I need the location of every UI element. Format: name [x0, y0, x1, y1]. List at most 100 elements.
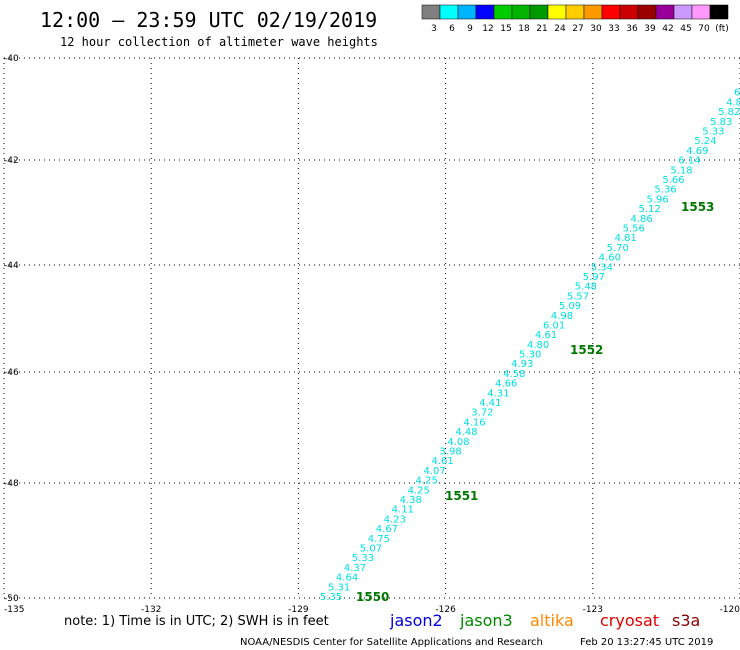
colorbar-label: 70: [698, 24, 710, 34]
swh-value: 4.16: [463, 417, 485, 428]
time-label: 1552: [570, 343, 603, 357]
longitude-label: -129: [288, 605, 309, 615]
colorbar-swatch: [439, 4, 459, 20]
swh-value: 3.98: [439, 447, 461, 458]
swh-value: 4.58: [503, 369, 525, 380]
swh-value: 4.80: [527, 340, 549, 351]
swh-value: 5.70: [607, 243, 629, 254]
swh-value: 4.60: [599, 253, 621, 264]
map-border: [4, 58, 740, 604]
latitude-label: -44: [4, 261, 19, 271]
colorbar-swatch: [511, 4, 531, 20]
colorbar-label: 21: [536, 24, 547, 34]
swh-value: 4.66: [495, 379, 517, 390]
title: 12:00 – 23:59 UTC 02/19/2019: [40, 8, 377, 32]
time-label: 1551: [445, 489, 478, 503]
swh-value: 4.38: [400, 495, 422, 506]
swh-value: 5.36: [654, 185, 676, 196]
swh-value: 5.35: [320, 592, 342, 603]
swh-value: 4.93: [511, 359, 533, 370]
colorbar-swatch: [691, 4, 711, 20]
colorbar-swatch: [565, 4, 585, 20]
colorbar-swatch: [529, 4, 549, 20]
colorbar-label: 18: [518, 24, 530, 34]
swh-value: 5.33: [702, 126, 724, 137]
swh-value: 4.23: [384, 514, 406, 525]
longitude-label: -135: [4, 605, 24, 615]
swh-value: 6.01: [543, 320, 565, 331]
swh-value: 4.07: [424, 466, 446, 477]
colorbar-label: 39: [644, 24, 656, 34]
colorbar-swatch: [475, 4, 495, 20]
colorbar-label: 6: [449, 24, 455, 34]
colorbar-label: (ft): [715, 24, 729, 34]
swh-value: 4.81: [615, 233, 637, 244]
longitude-label: -126: [435, 605, 456, 615]
graticule: [3, 57, 740, 599]
colorbar-label: 45: [680, 24, 691, 34]
swh-value: 5.96: [646, 194, 668, 205]
latitude-label: -40: [4, 54, 19, 64]
colorbar-swatch: [673, 4, 693, 20]
colorbar-label: 12: [482, 24, 493, 34]
swh-value: 4.25: [408, 485, 430, 496]
satellite-legend: jason2 jason3 altika cryosat s3a: [389, 611, 700, 630]
swh-value: 4.08: [447, 437, 469, 448]
swh-value: 4.69: [686, 146, 708, 157]
swh-value: 5.56: [623, 223, 645, 234]
colorbar-swatch: [619, 4, 639, 20]
latitude-label: -48: [4, 479, 19, 489]
colorbar-swatch: [637, 4, 657, 20]
swh-value: 4.64: [336, 573, 358, 584]
colorbar-label: 24: [554, 24, 566, 34]
swh-value: 4.98: [551, 311, 573, 322]
swh-value: 4.75: [368, 534, 390, 545]
colorbar-swatch: [601, 4, 621, 20]
longitude-label: -120: [720, 605, 740, 615]
swh-value: 5.30: [519, 350, 541, 361]
colorbar-swatch: [655, 4, 675, 20]
time-label: 1553: [681, 200, 714, 214]
colorbar-label: 27: [572, 24, 583, 34]
legend-cryosat: cryosat: [600, 611, 659, 630]
colorbar-swatch: [547, 4, 567, 20]
swh-value: 6.4: [734, 88, 740, 99]
map-frame: -135 -132 -129 -126 -123 -120 -40 -42 -44 -46 -48…: [3, 54, 740, 615]
colorbar-swatch: [457, 4, 477, 20]
swh-value: 5.97: [583, 272, 605, 283]
swh-value: 4.31: [487, 388, 509, 399]
note: note: 1) Time is in UTC; 2) SWH is in fe…: [64, 614, 329, 629]
swh-value: 4.67: [376, 524, 398, 535]
swh-value: 5.48: [575, 282, 597, 293]
latitude-label: -46: [4, 368, 19, 378]
swh-value: 5.18: [670, 165, 692, 176]
track-time-labels: 1550 1551 1552 1553: [356, 200, 714, 604]
swh-value: 4.41: [479, 398, 501, 409]
latitude-tick-labels: -40 -42 -44 -46 -48 -50: [4, 54, 19, 604]
swh-value: 5.57: [567, 291, 589, 302]
subtitle: 12 hour collection of altimeter wave hei…: [60, 35, 378, 49]
legend-altika: altika: [530, 611, 574, 630]
colorbar-label: 15: [500, 24, 511, 34]
time-label: 1550: [356, 590, 389, 604]
legend-s3a: s3a: [672, 611, 700, 630]
colorbar-label: 30: [590, 24, 602, 34]
swh-value: 5.09: [559, 301, 581, 312]
colorbar-swatch: [493, 4, 513, 20]
swh-value: 4.11: [392, 505, 414, 516]
longitude-label: -132: [141, 605, 161, 615]
swh-value: 4.37: [344, 563, 366, 574]
swh-value: 5.66: [662, 175, 684, 186]
colorbar-swatch: [709, 4, 729, 20]
legend-jason2: jason2: [389, 611, 443, 630]
colorbar-label: 9: [467, 24, 473, 34]
swh-value: 4.48: [455, 427, 477, 438]
swh-value: 5.82: [718, 107, 740, 118]
swh-value: 4.61: [431, 456, 453, 467]
colorbar-swatch: [583, 4, 603, 20]
legend-jason3: jason3: [459, 611, 513, 630]
jason3-track: 5.355.314.644.375.335.074.754.674.234.11…: [320, 88, 740, 603]
swh-value: 5.34: [591, 262, 613, 273]
colorbar-label: 33: [608, 24, 619, 34]
colorbar: 3 6 9 12 15 18 21 24 27 30 33 36 39 42 45 70 (ft): [421, 4, 729, 34]
